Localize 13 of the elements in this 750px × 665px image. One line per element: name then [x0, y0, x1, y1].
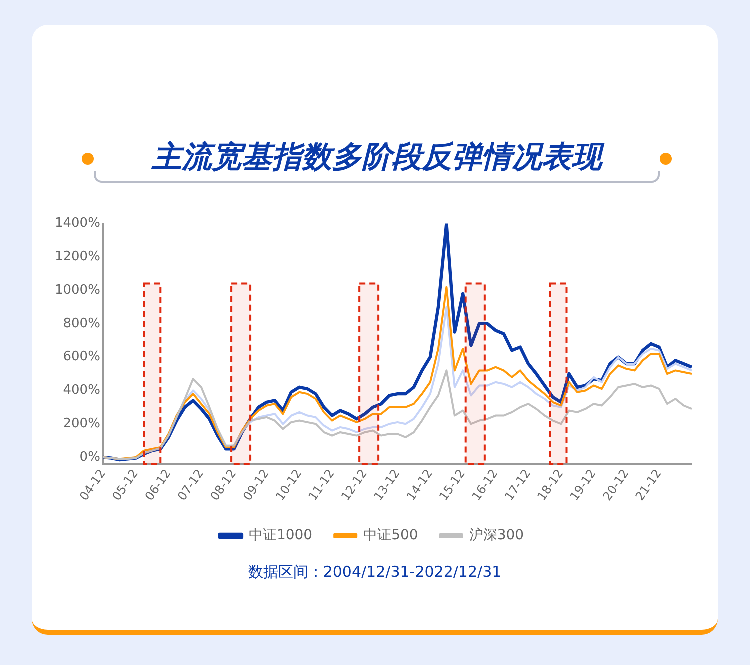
- y-tick-label: 1000%: [55, 282, 100, 298]
- y-tick-label: 0%: [80, 450, 100, 465]
- legend-label: 沪深300: [469, 528, 524, 544]
- y-tick-label: 400%: [63, 383, 100, 398]
- y-tick-label: 800%: [63, 316, 100, 332]
- legend-label: 中证500: [364, 528, 418, 544]
- legend-label: 中证1000: [248, 528, 313, 544]
- y-tick-label: 200%: [63, 416, 100, 432]
- y-tick-label: 600%: [63, 350, 100, 365]
- y-tick-label: 1200%: [55, 250, 100, 265]
- chart-title: 主流宽基指数多阶段反弹情况表现: [150, 139, 606, 177]
- text: 数据区间：2004/12/31-2022/12/31: [247, 563, 503, 582]
- y-tick-label: 1400%: [55, 216, 100, 232]
